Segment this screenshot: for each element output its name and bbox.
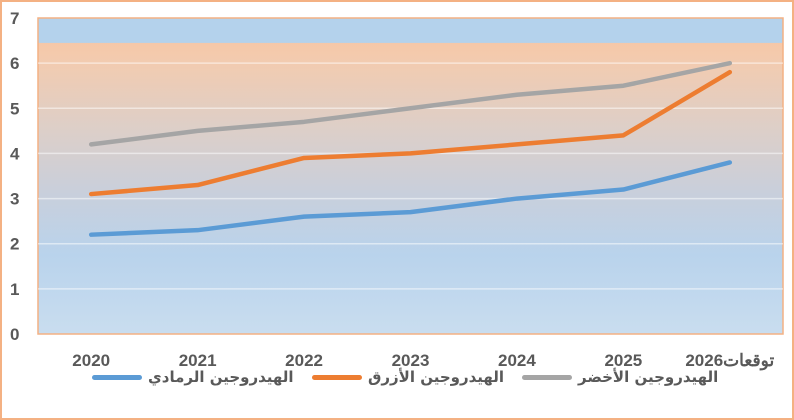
- legend-label-grey: الهيدروجين الرمادي: [148, 368, 294, 386]
- legend-item-blue: الهيدروجين الأزرق: [312, 368, 504, 386]
- y-tick-label: 2: [10, 235, 19, 254]
- plot-area: [37, 17, 784, 335]
- x-tick-label: 2024: [498, 351, 536, 370]
- y-tick-label: 6: [10, 54, 19, 73]
- legend-swatch-blue: [312, 374, 362, 380]
- x-tick-label: 2022: [285, 351, 323, 370]
- legend-item-green: الهيدروجين الأخضر: [522, 368, 718, 386]
- x-tick-label: 2020: [72, 351, 110, 370]
- legend: الهيدروجين الرمادي الهيدروجين الأزرق اله…: [2, 368, 792, 394]
- legend-label-blue: الهيدروجين الأزرق: [368, 368, 505, 386]
- y-tick-label: 4: [10, 144, 20, 163]
- x-tick-label: توقعات2026: [685, 351, 774, 371]
- y-tick-label: 3: [10, 190, 19, 209]
- x-tick-label: 2021: [179, 351, 217, 370]
- legend-swatch-green: [522, 374, 572, 380]
- y-tick-label: 0: [10, 325, 19, 344]
- legend-item-grey: الهيدروجين الرمادي: [92, 368, 294, 386]
- y-tick-label: 1: [10, 280, 19, 299]
- legend-swatch-grey: [92, 374, 142, 380]
- x-tick-label: 2025: [604, 351, 642, 370]
- x-tick-label: 2023: [392, 351, 430, 370]
- y-tick-label: 7: [10, 9, 19, 28]
- y-tick-label: 5: [10, 99, 19, 118]
- legend-label-green: الهيدروجين الأخضر: [578, 368, 719, 386]
